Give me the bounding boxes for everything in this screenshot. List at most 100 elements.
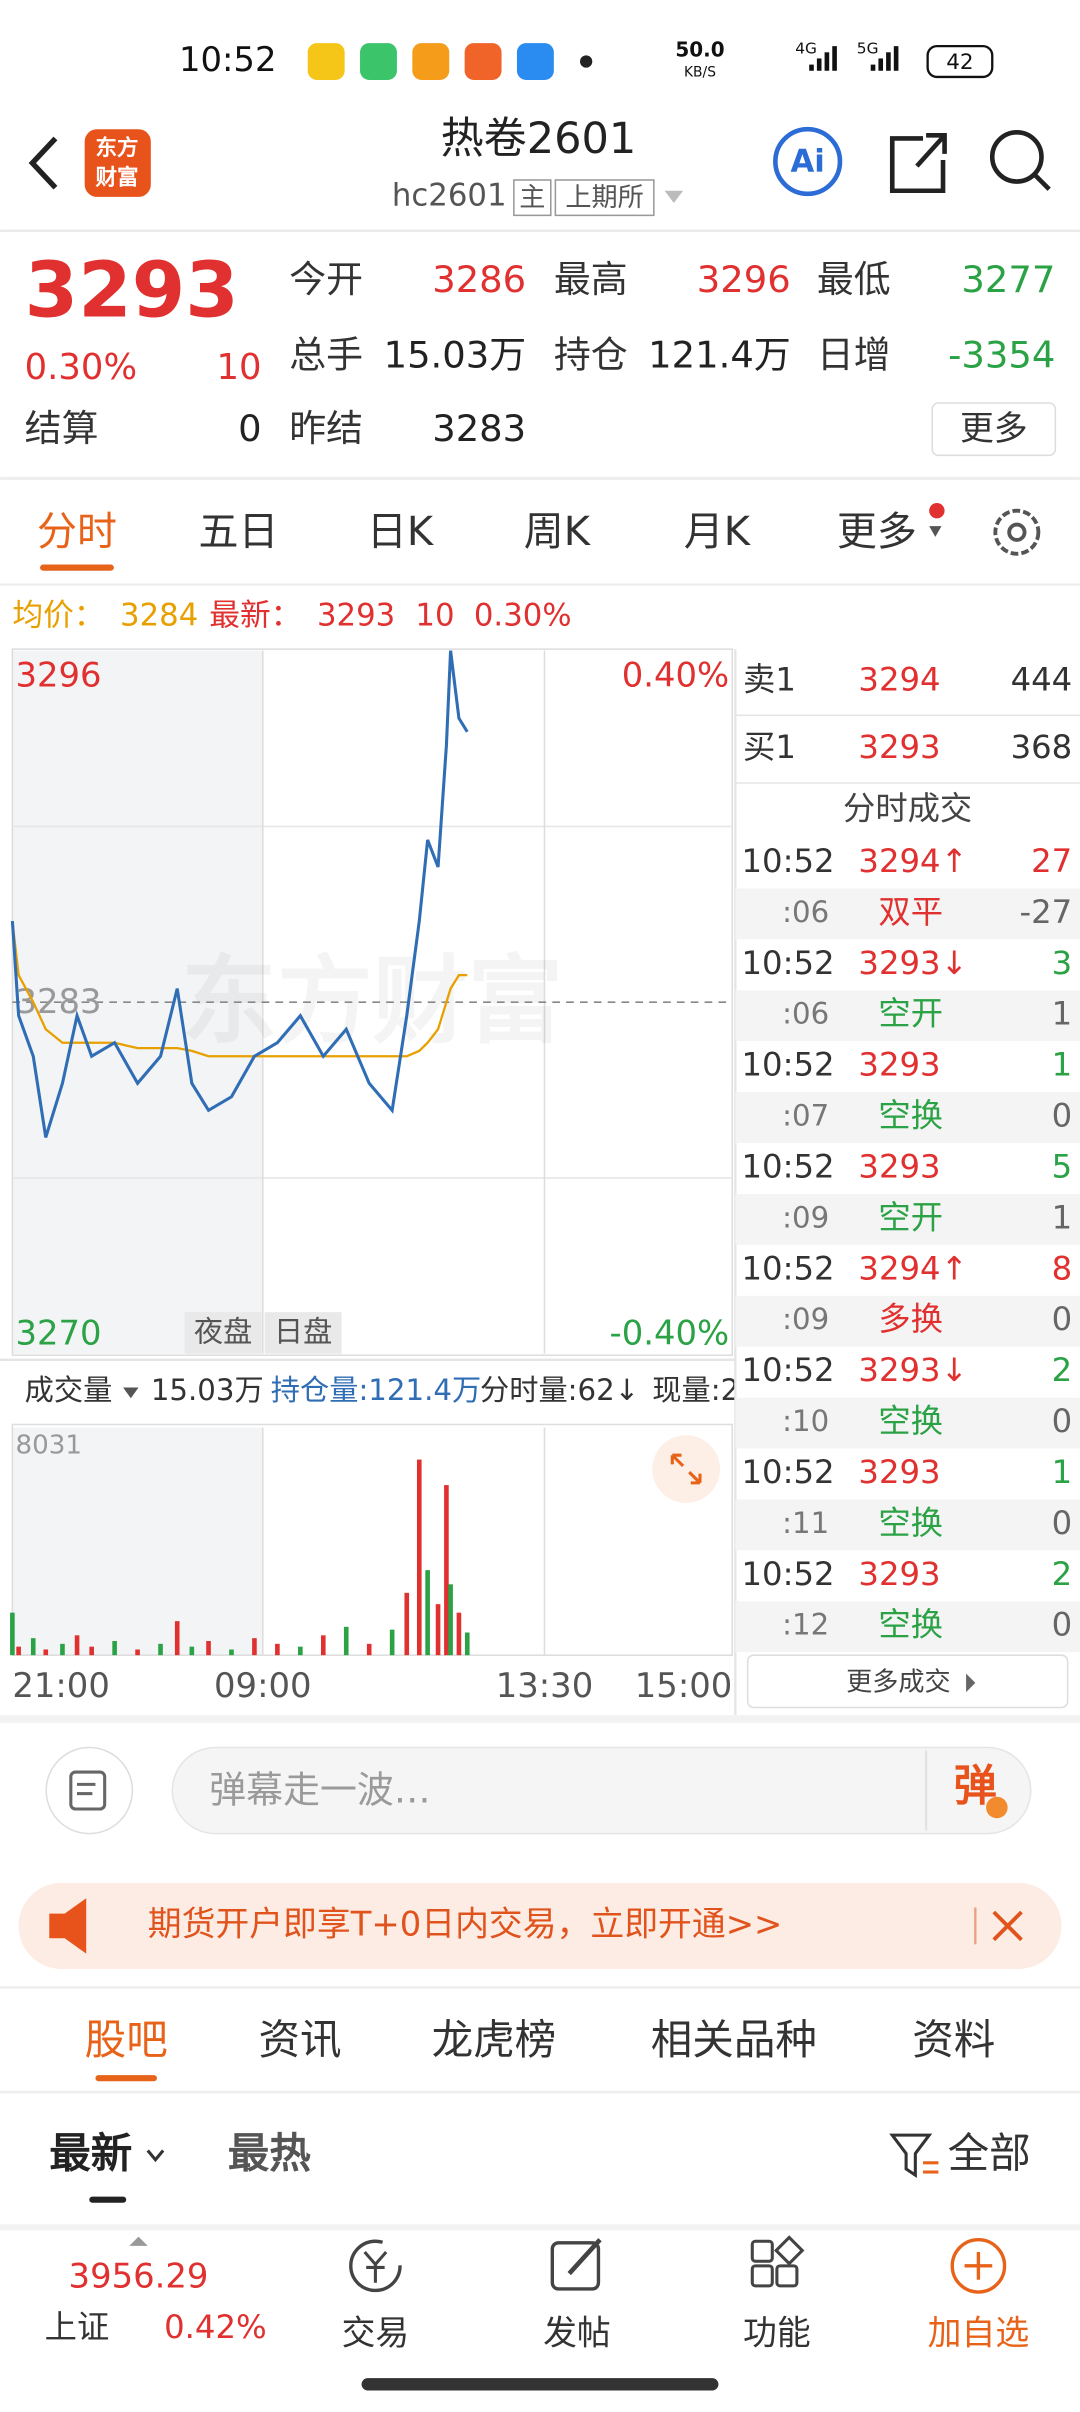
share-button[interactable] <box>889 133 947 194</box>
chart-tab[interactable]: 五日 <box>199 509 279 555</box>
feature-icon <box>750 2239 774 2263</box>
trade-price: 3294↑ <box>858 842 967 880</box>
volume-bar <box>366 1643 372 1656</box>
signal-bar <box>886 52 891 71</box>
x-tick-label: 13:30 <box>496 1666 594 1705</box>
index-change: 0.42% <box>164 2308 267 2346</box>
signal-bar <box>824 52 830 71</box>
ai-button[interactable] <box>773 126 843 197</box>
trades-title: 分时成交 <box>843 790 972 828</box>
trade-subrow <box>735 1194 1080 1245</box>
more-label: 更多 <box>960 409 1028 448</box>
up-caret <box>129 2236 148 2246</box>
trade-subrow <box>735 1092 1080 1143</box>
watchlist-icon <box>950 2238 1007 2294</box>
chart-tab[interactable]: 日K <box>367 509 435 555</box>
settings-button[interactable] <box>993 508 1041 556</box>
info-change: 10 <box>415 597 454 633</box>
volume-bar <box>174 1621 180 1656</box>
trade-time: 10:52 <box>742 842 835 880</box>
app-icon <box>464 43 502 80</box>
trade-subrow <box>735 990 1080 1042</box>
trade-type: 空换 <box>878 1504 943 1542</box>
nav-item[interactable]: 功能 <box>743 2314 811 2353</box>
volume-bar <box>112 1640 117 1656</box>
trade-volume: 0 <box>1052 1097 1073 1135</box>
comment-icon[interactable] <box>45 1746 134 1835</box>
section-tab[interactable]: 相关品种 <box>651 2015 817 2064</box>
nav-item[interactable]: 交易 <box>342 2314 410 2353</box>
dropdown[interactable] <box>664 190 684 204</box>
y2-tick-label: 0.40% <box>622 655 729 694</box>
trade-price: 3293↓ <box>858 944 967 982</box>
trade-price: 3293 <box>858 1555 940 1593</box>
session-tag <box>184 1312 262 1354</box>
open-interest: 持仓量:121.4万 <box>271 1373 481 1407</box>
app-icon <box>360 43 397 80</box>
back-button[interactable] <box>28 136 58 190</box>
comment-input[interactable] <box>171 1746 1032 1835</box>
info-latest-label: 最新： <box>209 597 301 633</box>
watchlist-plus <box>964 2252 993 2280</box>
field-label: 总手 <box>289 333 363 376</box>
sort-underline <box>89 2196 127 2203</box>
trade-time: :11 <box>782 1506 829 1540</box>
field-value: 15.03万 <box>384 333 527 376</box>
nav-item[interactable]: 加自选 <box>928 2314 1029 2353</box>
section-tab[interactable]: 龙虎榜 <box>432 2015 557 2064</box>
volume-bar <box>444 1485 449 1656</box>
field-label: 持仓 <box>554 333 628 376</box>
section-tab[interactable]: 股吧 <box>85 2015 168 2064</box>
trade-icon <box>349 2239 402 2293</box>
chart-tab[interactable]: 分时 <box>37 509 117 555</box>
field-label: 最低 <box>817 258 891 301</box>
field-value: 3277 <box>961 258 1055 301</box>
volume-bar <box>404 1592 410 1656</box>
chart-tab[interactable]: 周K <box>524 509 592 555</box>
filter-all[interactable]: 全部 <box>948 2129 1031 2178</box>
filter-icon <box>889 2133 933 2178</box>
volume-bar <box>448 1584 453 1656</box>
trade-volume: 1 <box>1052 995 1073 1033</box>
tick-volume: 分时量:62↓ <box>480 1373 639 1407</box>
trade-volume: 5 <box>1052 1147 1073 1185</box>
dropdown[interactable] <box>123 1387 139 1399</box>
section-tab[interactable]: 资讯 <box>259 2015 342 2064</box>
info-avg: 3284 <box>120 597 198 633</box>
expand-button[interactable] <box>652 1435 720 1503</box>
trade-subrow <box>735 1397 1080 1449</box>
sort-hot[interactable]: 最热 <box>228 2129 312 2178</box>
sort-latest[interactable]: 最新 <box>49 2129 132 2178</box>
y-tick-label: 3296 <box>15 655 101 694</box>
more-trades-button[interactable] <box>746 1654 1069 1709</box>
trade-price: 3294↑ <box>858 1249 967 1287</box>
book-label: 卖1 <box>743 660 796 698</box>
field-label: 最高 <box>554 258 628 301</box>
volume-bar <box>135 1649 140 1656</box>
tag-box <box>513 179 552 217</box>
more-button[interactable] <box>931 402 1057 457</box>
promo-banner[interactable] <box>18 1882 1062 1969</box>
field-label: 结算 <box>25 407 99 450</box>
nav-item[interactable]: 发帖 <box>543 2314 611 2353</box>
search-button[interactable] <box>989 129 1044 184</box>
chart-tab[interactable]: 月K <box>684 509 752 555</box>
trade-time: :12 <box>782 1608 829 1642</box>
section-tab[interactable]: 资料 <box>912 2015 995 2064</box>
field-label: 日增 <box>817 333 891 376</box>
trade-volume: 3 <box>1052 944 1073 982</box>
field-value: 3283 <box>432 407 526 450</box>
chart-tab[interactable]: 更多 <box>837 509 917 555</box>
trade-price: 3293 <box>858 1453 940 1491</box>
plot-frame <box>11 1423 734 1656</box>
volume-bar <box>320 1635 326 1656</box>
y-tick-label: 3270 <box>15 1314 101 1353</box>
volume-bar <box>389 1629 395 1656</box>
trade-price: 3293↓ <box>858 1351 967 1389</box>
close-button[interactable] <box>992 1910 1023 1942</box>
dropdown <box>929 526 942 537</box>
trade-time: 10:52 <box>742 1147 835 1185</box>
y2-tick-label: -0.40% <box>610 1314 730 1353</box>
volume-bar <box>189 1646 195 1656</box>
trade-time: 10:52 <box>742 1555 835 1593</box>
